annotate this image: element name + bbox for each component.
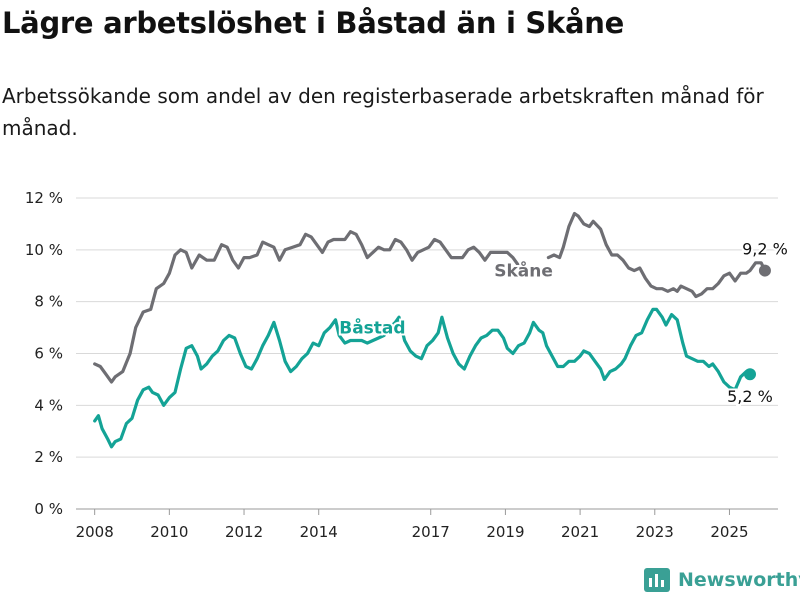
y-tick-label: 12 %	[25, 189, 63, 207]
end-value-label-sk-ne: 9,2 %	[742, 240, 788, 259]
end-point-b-stad	[743, 368, 756, 381]
x-tick-label: 2019	[486, 523, 524, 541]
y-tick-label: 10 %	[25, 241, 63, 259]
series-label-b-stad: Båstad	[339, 317, 405, 339]
x-axis: 2008 2010 2012 2014 2017 2019 2021 2023 2025	[76, 509, 749, 541]
series-label-sk-ne: Skåne	[494, 260, 553, 282]
y-tick-label: 4 %	[34, 396, 63, 414]
series-labels: Skåne 9,2 % Båstad 5,2 %	[337, 238, 790, 409]
series-line-sk-ne	[93, 230, 526, 384]
y-tick-label: 2 %	[34, 448, 63, 466]
brand-logo: Newsworthy	[644, 568, 800, 592]
series-line-b-stad	[93, 307, 752, 449]
x-tick-label: 2017	[412, 523, 450, 541]
series-line-sk-ne-segment-2	[546, 211, 767, 299]
y-tick-label: 0 %	[34, 500, 63, 518]
series-layer	[93, 211, 771, 449]
x-tick-label: 2025	[710, 523, 748, 541]
x-tick-label: 2014	[300, 523, 338, 541]
x-tick-label: 2023	[636, 523, 674, 541]
y-tick-label: 6 %	[34, 345, 63, 363]
chart-grid	[76, 197, 778, 510]
x-tick-label: 2012	[225, 523, 263, 541]
end-value-label-b-stad: 5,2 %	[727, 387, 773, 406]
brand-name: Newsworthy	[678, 569, 800, 591]
end-point-sk-ne	[758, 264, 771, 277]
x-tick-label: 2008	[76, 523, 114, 541]
page-title: Lägre arbetslöshet i Båstad än i Skåne	[2, 6, 624, 40]
page-subtitle: Arbetssökande som andel av den registerb…	[2, 84, 764, 140]
newsworthy-logo-icon	[644, 568, 670, 592]
y-axis: 0 % 2 % 4 % 6 % 8 % 10 % 12 %	[25, 189, 63, 518]
y-tick-label: 8 %	[34, 293, 63, 311]
x-tick-label: 2010	[150, 523, 188, 541]
x-tick-label: 2021	[561, 523, 599, 541]
